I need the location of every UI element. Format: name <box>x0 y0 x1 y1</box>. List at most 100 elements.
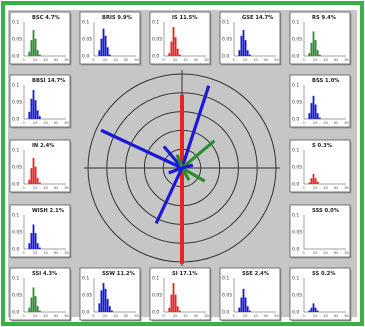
x-tick-label: 60 <box>54 121 58 125</box>
histogram-bar <box>174 294 177 312</box>
panel-axes <box>93 22 136 57</box>
x-tick-label: 0 <box>233 58 235 62</box>
y-tick-label: 0.05 <box>222 37 232 43</box>
x-tick-label: 0 <box>303 314 305 318</box>
histogram-bar <box>38 54 41 56</box>
x-tick-label: 80 <box>345 186 349 190</box>
panel-title: SSI 4.3% <box>32 271 58 277</box>
y-tick-label: 0.1 <box>12 20 19 26</box>
histogram-bar <box>28 111 31 119</box>
histogram-bar <box>242 29 245 56</box>
panel-title: SS 0.2% <box>312 271 336 277</box>
histogram-bar <box>36 50 39 56</box>
histogram-bar <box>28 307 31 312</box>
y-tick-label: 0.0 <box>152 310 159 316</box>
histogram-bar <box>38 310 41 312</box>
x-tick-label: 60 <box>194 314 198 318</box>
x-tick-label: 60 <box>124 58 128 62</box>
y-tick-label: 0.05 <box>12 230 22 236</box>
histogram-bar <box>242 288 245 312</box>
histogram-panel: BSC 4.7% 0.1 0.05 0.0 0 20 40 60 80 <box>9 11 72 66</box>
histogram-bar <box>176 306 179 312</box>
y-tick-label: 0.0 <box>12 182 19 188</box>
panel-axes <box>233 22 276 57</box>
x-tick-label: 0 <box>23 314 25 318</box>
panel-title: S 0.3% <box>312 143 333 149</box>
panel-axes <box>23 85 66 120</box>
x-tick-label: 20 <box>33 314 37 318</box>
y-tick-label: 0.05 <box>292 230 302 236</box>
histogram-bar <box>318 117 321 119</box>
x-tick-label: 60 <box>54 186 58 190</box>
histogram-bar <box>316 50 319 56</box>
y-tick-label: 0.0 <box>292 247 299 253</box>
histogram-bar <box>34 38 37 56</box>
x-tick-label: 20 <box>313 121 317 125</box>
histogram-bar <box>106 298 109 312</box>
y-tick-label: 0.0 <box>12 310 19 316</box>
histogram-bar <box>104 35 107 56</box>
panel-title: SI 17.1% <box>172 271 198 277</box>
y-tick-label: 0.05 <box>82 293 92 299</box>
panel-title: BSC 4.7% <box>32 15 60 21</box>
panel-axes <box>23 22 66 57</box>
panel-axes <box>23 278 66 313</box>
y-tick-label: 0.1 <box>292 83 299 89</box>
histogram-bar <box>314 40 317 56</box>
x-tick-label: 0 <box>233 314 235 318</box>
histogram-bar <box>244 297 247 312</box>
x-tick-label: 80 <box>65 314 69 318</box>
histogram-panel: SSI 4.3% 0.1 0.05 0.0 0 20 40 60 80 <box>9 267 72 322</box>
panel-title: WISH 2.1% <box>32 208 65 214</box>
histogram-bar <box>32 287 35 312</box>
histogram-panel: GSE 14.7% 0.1 0.05 0.0 0 20 40 60 80 <box>219 11 282 66</box>
histogram-bar <box>248 54 251 56</box>
histogram-bar <box>32 90 35 119</box>
histogram-bar <box>30 233 33 249</box>
histogram-bar <box>312 173 315 184</box>
histogram-bar <box>106 47 109 56</box>
x-tick-label: 20 <box>313 314 317 318</box>
histogram-bar <box>108 306 111 312</box>
histogram-bar <box>111 310 113 312</box>
x-tick-label: 60 <box>334 186 338 190</box>
histogram-bar <box>32 224 35 249</box>
x-tick-label: 80 <box>345 121 349 125</box>
y-tick-label: 0.1 <box>292 20 299 26</box>
x-tick-label: 20 <box>313 251 317 255</box>
y-tick-label: 0.0 <box>12 117 19 123</box>
panel-axes <box>303 215 346 250</box>
y-tick-label: 0.05 <box>12 165 22 171</box>
y-tick-label: 0.05 <box>82 37 92 43</box>
histogram-bar <box>172 283 175 312</box>
x-tick-label: 60 <box>264 58 268 62</box>
x-tick-label: 80 <box>135 58 139 62</box>
histogram-bar <box>172 27 175 56</box>
histogram-bar <box>104 288 107 312</box>
histogram-panel: IN 2.4% 0.1 0.05 0.0 0 20 40 60 80 <box>9 139 72 194</box>
histogram-bar <box>308 53 311 56</box>
rose-spoke <box>100 128 183 170</box>
histogram-bar <box>100 290 103 312</box>
histogram-bar <box>310 178 313 184</box>
x-tick-label: 20 <box>313 186 317 190</box>
x-tick-label: 80 <box>345 251 349 255</box>
x-tick-label: 60 <box>334 314 338 318</box>
x-tick-label: 40 <box>114 314 118 318</box>
panel-axes <box>233 278 276 313</box>
x-tick-label: 0 <box>303 58 305 62</box>
histogram-bar <box>28 179 31 184</box>
rose-spoke <box>181 166 206 183</box>
y-tick-label: 0.1 <box>12 213 19 219</box>
histogram-bar <box>98 303 101 312</box>
panel-axes <box>303 150 346 185</box>
histogram-bar <box>178 54 181 56</box>
y-tick-label: 0.1 <box>292 148 299 154</box>
y-tick-label: 0.0 <box>222 54 229 60</box>
histogram-panel: SSE 2.4% 0.1 0.05 0.0 0 20 40 60 80 <box>219 267 282 322</box>
y-tick-label: 0.1 <box>82 20 89 26</box>
histogram-bar <box>28 243 31 249</box>
histogram-bar <box>240 35 243 56</box>
x-tick-label: 40 <box>324 314 328 318</box>
y-tick-label: 0.0 <box>292 182 299 188</box>
